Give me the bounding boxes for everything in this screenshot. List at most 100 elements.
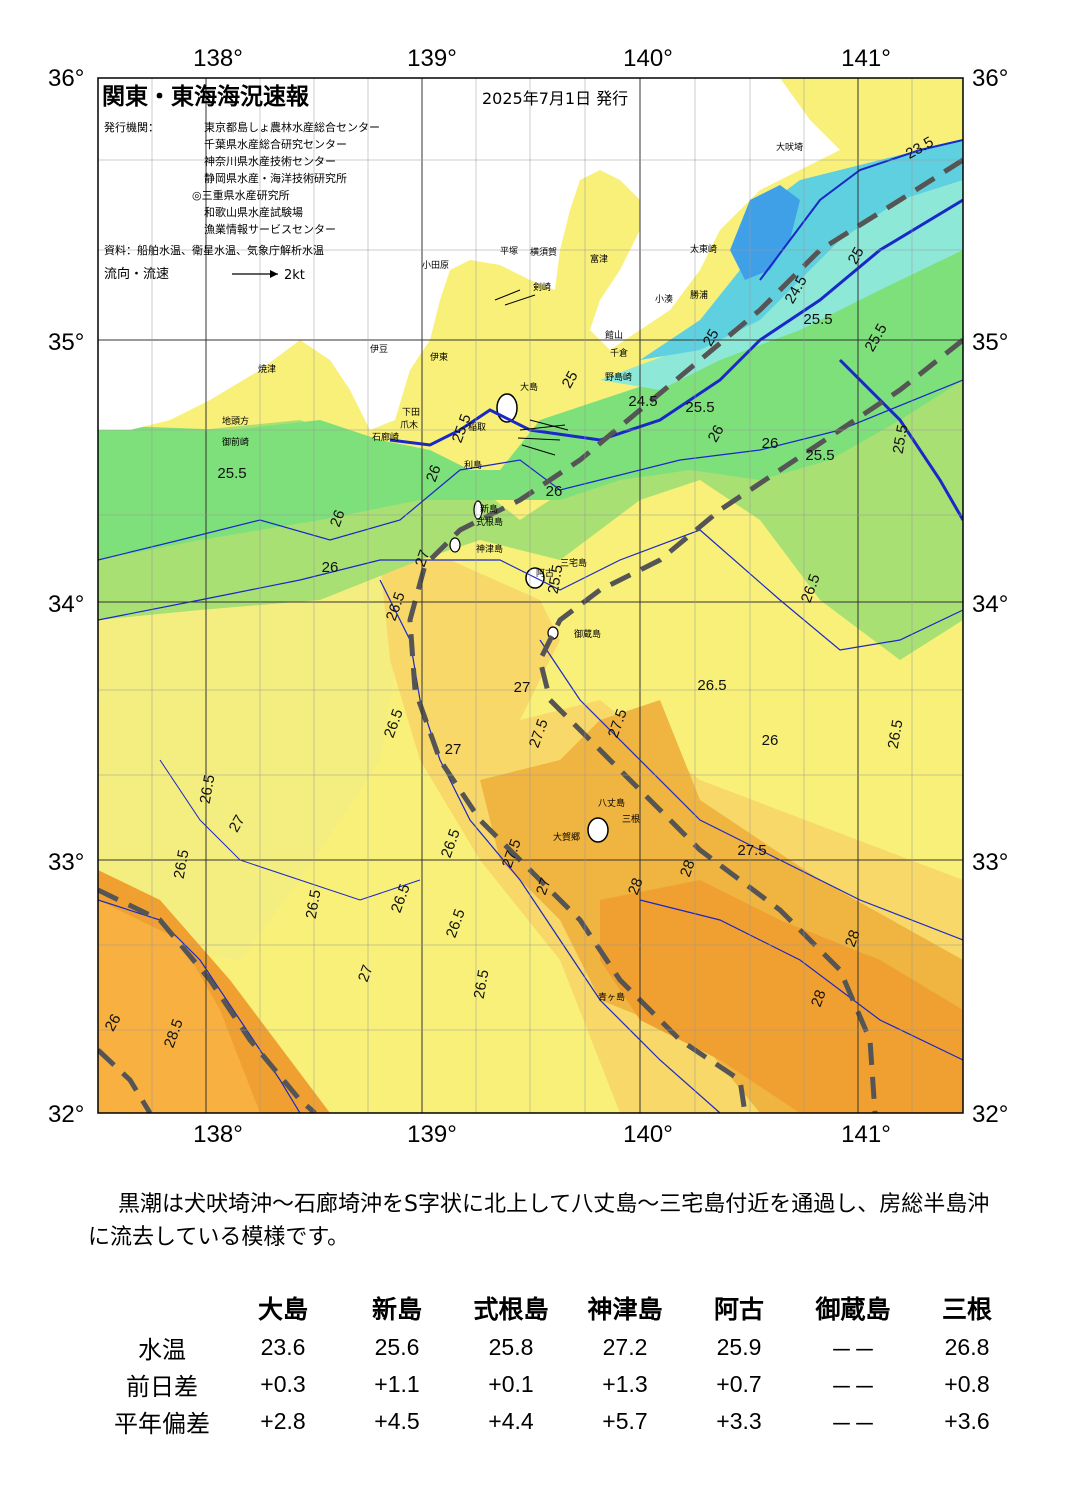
- isotherm-label: 27: [445, 741, 462, 758]
- table-cell: 25.6: [374, 1334, 420, 1360]
- isotherm-255-bold: [838, 358, 963, 521]
- table-cell: 25.9: [716, 1334, 762, 1360]
- land: [98, 78, 840, 430]
- isotherm-label: 26.5: [471, 968, 493, 1000]
- table-cell: +1.3: [602, 1371, 648, 1397]
- lat-left-labels: 36° 35° 34° 33° 32°: [48, 65, 84, 1128]
- map-title: 関東・東海海況速報: [102, 83, 310, 110]
- lon-bottom-label: 138°: [193, 1121, 243, 1148]
- lat-right-label: 32°: [972, 1101, 1008, 1128]
- summary-text: 黒潮は犬吠埼沖～石廊埼沖をS字状に北上して八丈島～三宅島付近を通過し、房総半島沖…: [88, 1192, 990, 1250]
- table-cell: +4.4: [488, 1408, 534, 1434]
- place-label: 石廊崎: [372, 431, 399, 443]
- sst-map: 23.5 24.5 25 25 25 25.5 25.5 25.5 25.5 25.5 25.5 25…: [48, 45, 1008, 1148]
- table-cell: +3.6: [944, 1408, 990, 1434]
- place-label: 横須賀: [530, 246, 557, 258]
- table-cell: 26.8: [944, 1334, 990, 1360]
- table-cell: 23.6: [260, 1334, 306, 1360]
- publisher-label: 発行機関：: [104, 120, 159, 134]
- place-label: 大島: [520, 381, 538, 393]
- lat-right-label: 34°: [972, 591, 1008, 618]
- graticule: [98, 78, 963, 1113]
- table-cell: －－: [830, 1410, 876, 1437]
- publisher: 静岡県水産・海洋技術研究所: [204, 171, 347, 185]
- observation-table: 大島 新島 式根島 神津島 阿古 御蔵島 三根 水温 23.6 25.6 25.…: [98, 1287, 1024, 1440]
- place-label: 阿古: [536, 567, 554, 579]
- map-header: 関東・東海海況速報 2025年7月1日 発行 発行機関： 東京都島しょ農林水産総…: [102, 83, 628, 283]
- lon-top-label: 140°: [623, 45, 673, 72]
- lat-right-label: 36°: [972, 65, 1008, 92]
- isotherm-label: 26.5: [697, 677, 726, 694]
- place-label: 剣崎: [533, 281, 551, 293]
- isotherm-label: 27: [412, 548, 434, 569]
- isotherm-label: 25: [700, 326, 723, 349]
- place-label: 爪木: [400, 419, 418, 431]
- issue-date: 2025年7月1日 発行: [482, 89, 628, 108]
- place-label: 青ヶ島: [598, 991, 625, 1003]
- lat-right-label: 33°: [972, 849, 1008, 876]
- isotherm-label: 26.5: [171, 848, 193, 880]
- sst-fields: [98, 78, 963, 1113]
- table-cell: 27.2: [602, 1334, 648, 1360]
- minor-graticule: [98, 78, 963, 1113]
- place-label: 伊豆: [370, 343, 388, 355]
- sst-field-285-west: [98, 900, 260, 1113]
- table-row: 平年偏差 +2.8 +4.5 +4.4 +5.7 +3.3 －－ +3.6: [98, 1403, 1024, 1440]
- legend-arrowhead: [270, 270, 278, 278]
- isotherm-label: 27: [533, 876, 555, 897]
- row-label: 水温: [138, 1336, 186, 1364]
- place-label: 八丈島: [598, 797, 625, 809]
- isotherm-28-west: [98, 899, 301, 1113]
- isotherm-label: 25.5: [890, 423, 912, 455]
- table-cell: +2.8: [260, 1408, 306, 1434]
- column-header: 式根島: [473, 1295, 549, 1324]
- publisher: 千葉県水産総合研究センター: [204, 137, 347, 151]
- row-label: 前日差: [126, 1373, 198, 1401]
- table-cell: +1.1: [374, 1371, 420, 1397]
- place-label: 三宅島: [560, 557, 587, 569]
- table-header-row: 大島 新島 式根島 神津島 阿古 御蔵島 三根: [98, 1287, 1024, 1329]
- place-label: 平塚: [500, 246, 518, 257]
- column-header: 御蔵島: [815, 1295, 891, 1324]
- isotherm-label: 26.5: [303, 888, 325, 920]
- isotherm-label: 25.5: [685, 399, 714, 416]
- table-cell: +0.3: [260, 1371, 306, 1397]
- place-label: 下田: [402, 407, 420, 418]
- place-label: 小田原: [422, 260, 449, 271]
- lat-left-label: 33°: [48, 849, 84, 876]
- kuroshio-axis-west: [98, 887, 317, 1113]
- place-label: 神津島: [476, 543, 503, 555]
- isotherm-label: 25.5: [217, 465, 246, 482]
- table-corner: [98, 1287, 226, 1329]
- kuroshio-axis-sw: [98, 1048, 153, 1113]
- isotherm-26: [98, 529, 963, 651]
- table-row: 前日差 +0.3 +1.1 +0.1 +1.3 +0.7 －－ +0.8: [98, 1366, 1024, 1403]
- isotherm-235: [759, 139, 963, 281]
- place-label: 伊東: [430, 351, 448, 363]
- legend-scale: 2kt: [284, 268, 305, 283]
- place-label: 野島崎: [605, 371, 632, 383]
- place-label: 利島: [464, 459, 482, 471]
- publisher: 和歌山県水産試験場: [204, 205, 303, 219]
- lat-right-labels: 36° 35° 34° 33° 32°: [972, 65, 1008, 1128]
- place-label: 新島: [480, 503, 498, 515]
- isotherm-label: 27.5: [737, 842, 766, 859]
- isotherm-27-east: [539, 639, 963, 941]
- isotherm-label: 27: [514, 679, 531, 696]
- lon-bottom-label: 139°: [407, 1121, 457, 1148]
- publisher: 神奈川県水産技術センター: [204, 154, 336, 168]
- isotherm-label: 26: [423, 463, 445, 484]
- place-label: 三根: [622, 813, 640, 825]
- publisher: ◎三重県水産研究所: [192, 188, 290, 202]
- isotherm-label: 26: [762, 732, 779, 749]
- column-header: 大島: [257, 1295, 308, 1324]
- table-cell: 25.8: [488, 1334, 534, 1360]
- lon-top-label: 138°: [193, 45, 243, 72]
- isotherm-label: 28: [677, 858, 699, 879]
- table-cell: +0.7: [716, 1371, 762, 1397]
- place-label: 小湊: [655, 293, 673, 305]
- table-row: 水温 23.6 25.6 25.8 27.2 25.9 －－ 26.8: [98, 1329, 1024, 1366]
- table-cell: +5.7: [602, 1408, 648, 1434]
- isotherm-label: 25.5: [803, 311, 832, 328]
